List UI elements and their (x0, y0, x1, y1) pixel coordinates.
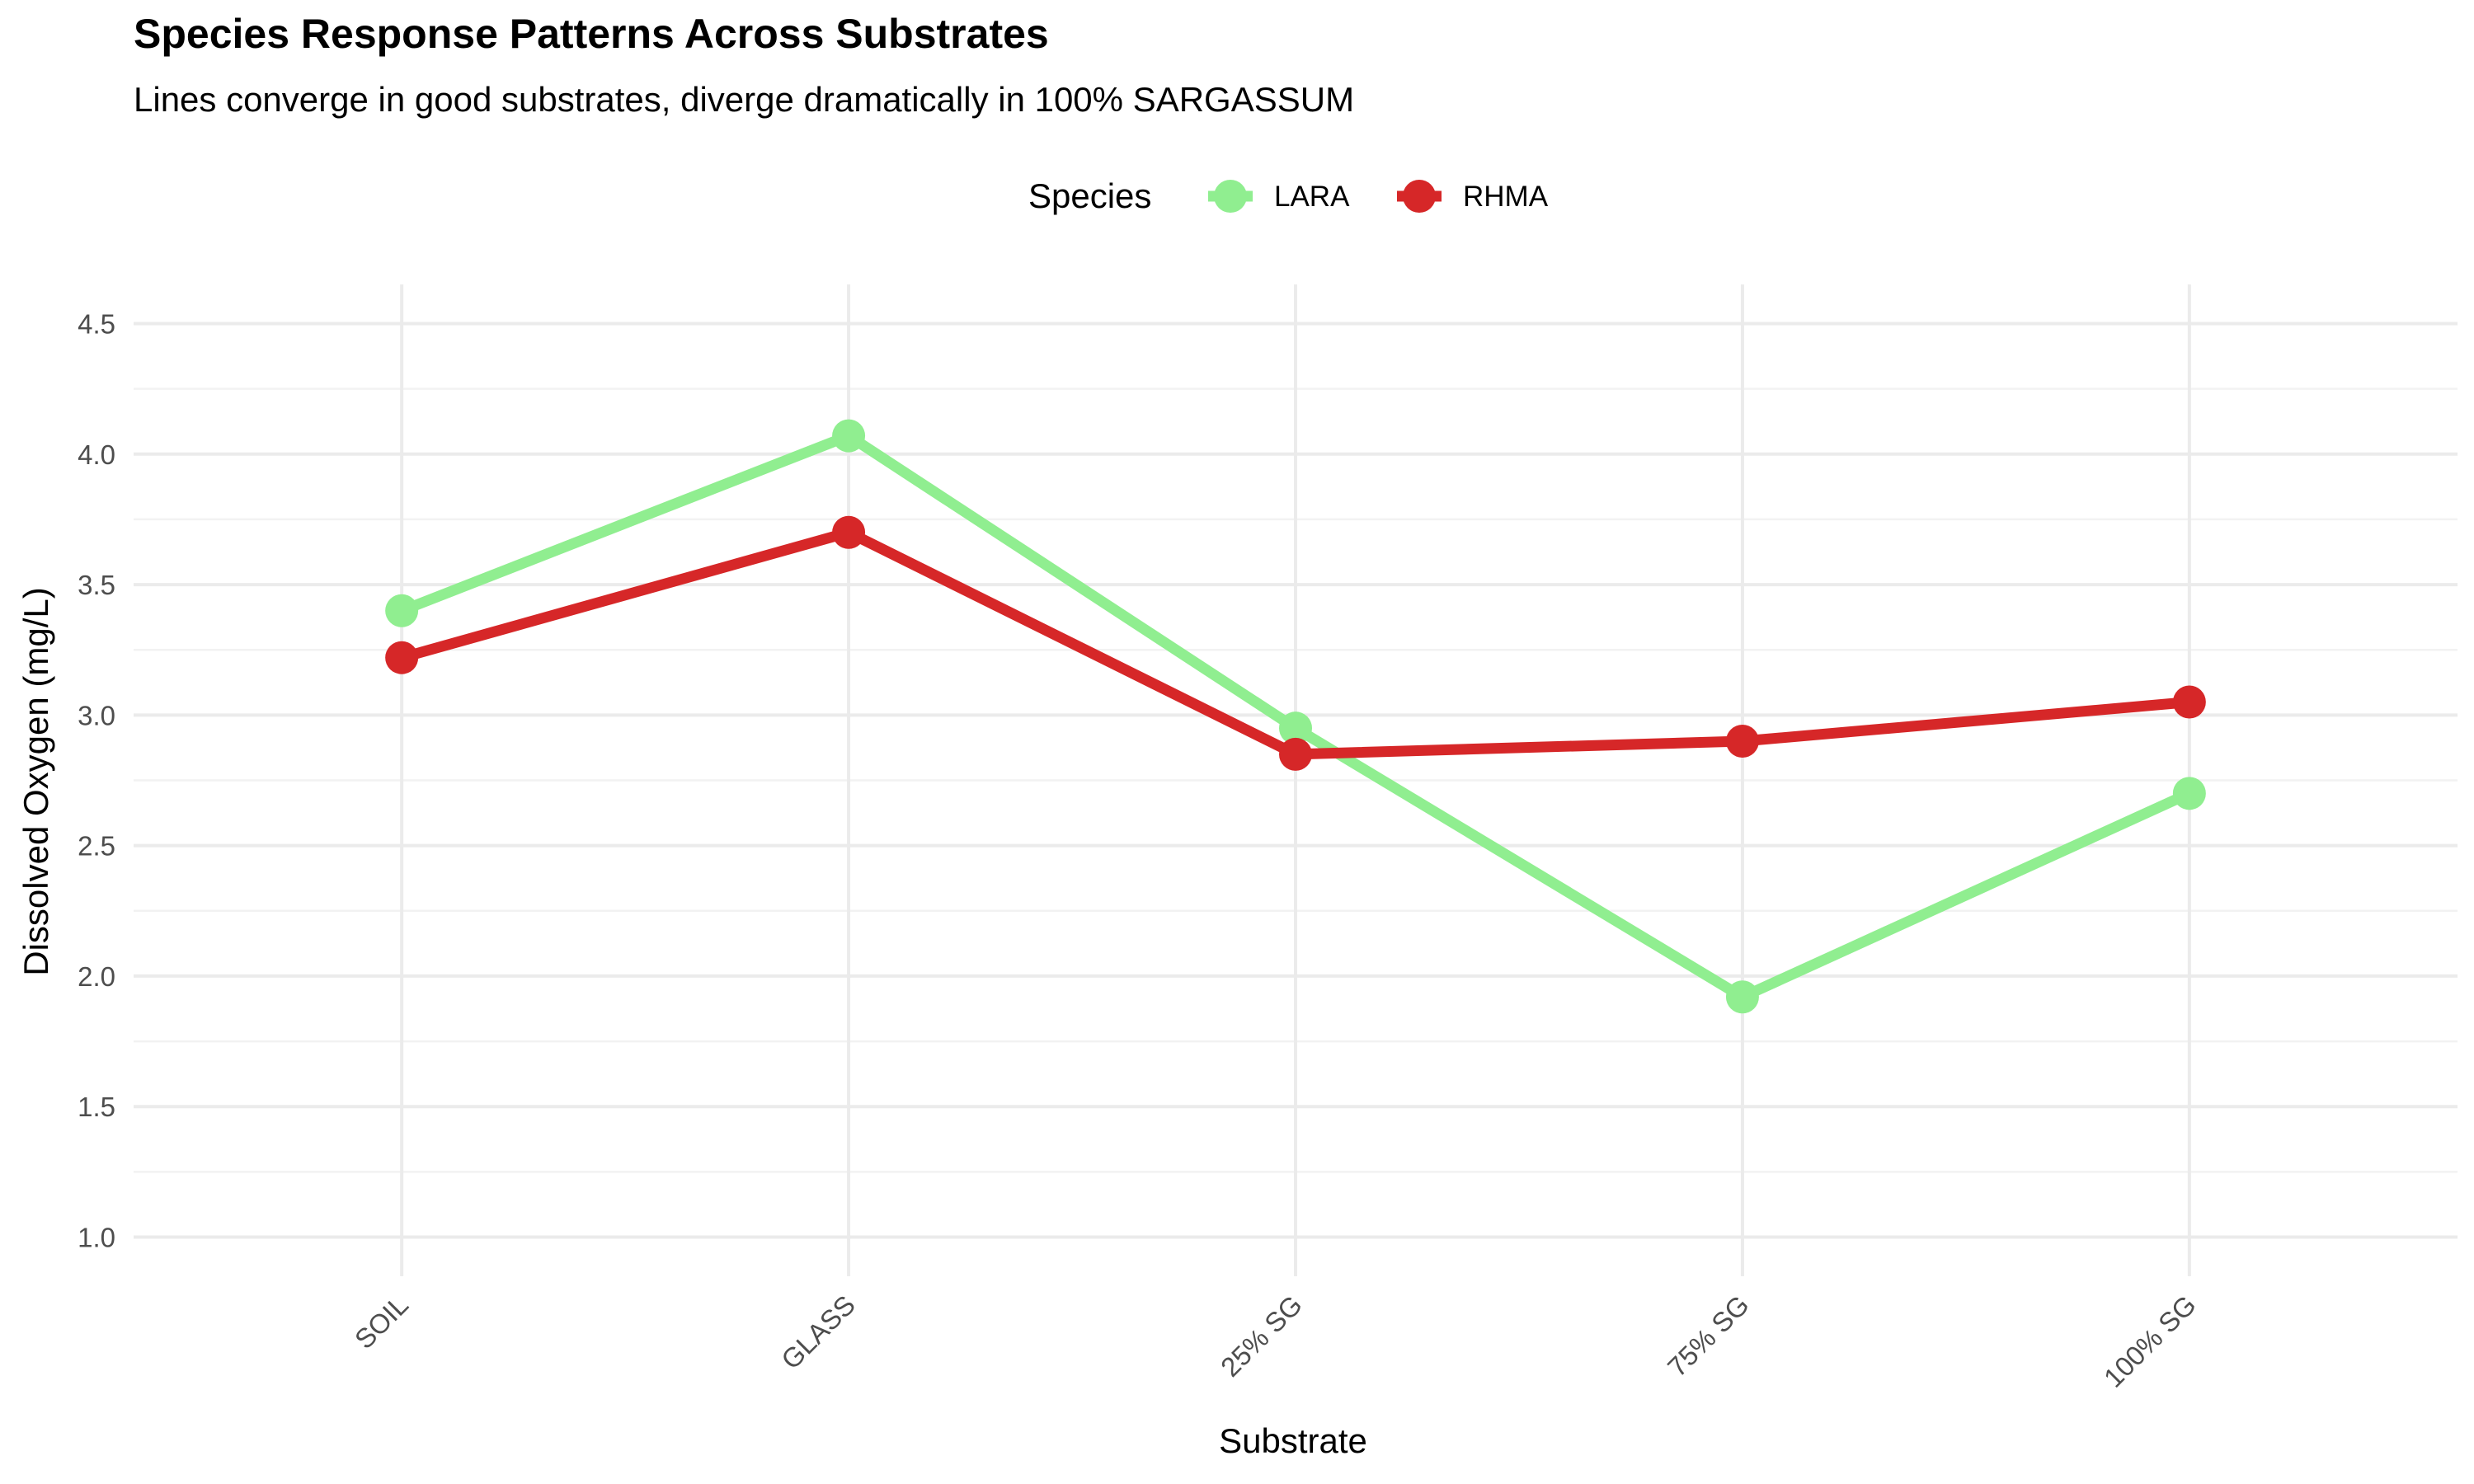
x-tick-label: GLASS (775, 1289, 861, 1375)
chart-subtitle: Lines converge in good substrates, diver… (134, 80, 1354, 119)
x-tick-label: 25% SG (1215, 1289, 1308, 1383)
y-tick-label: 2.0 (78, 961, 115, 992)
y-axis: 1.0 1.5 2.0 2.5 3.0 3.5 4.0 4.5 (78, 308, 115, 1252)
data-point-lara (1725, 980, 1759, 1014)
series-layer (385, 419, 2206, 1014)
y-tick-label: 2.5 (78, 831, 115, 862)
x-axis: SOIL GLASS 25% SG 75% SG 100% SG (349, 1289, 2202, 1393)
y-tick-label: 4.5 (78, 308, 115, 339)
data-point-lara (1279, 711, 1312, 745)
y-tick-label: 4.0 (78, 439, 115, 470)
chart-title: Species Response Patterns Across Substra… (134, 11, 1049, 57)
x-axis-title: Substrate (1219, 1421, 1367, 1460)
data-point-rhma (385, 641, 419, 674)
data-point-rhma (1279, 737, 1312, 771)
x-tick-label: 75% SG (1662, 1289, 1755, 1383)
y-tick-label: 3.0 (78, 700, 115, 730)
legend-title: Species (1028, 176, 1151, 215)
legend: Species LARA RHMA (1028, 176, 1549, 215)
series-rhma (385, 515, 2206, 771)
legend-key-point (1403, 180, 1436, 213)
x-tick-label: 100% SG (2098, 1289, 2202, 1393)
y-tick-label: 3.5 (78, 570, 115, 600)
legend-key-point (1214, 180, 1247, 213)
plot-grid (134, 284, 2458, 1276)
data-point-lara (2172, 777, 2206, 810)
y-axis-title: Dissolved Oxygen (mg/L) (16, 587, 55, 976)
series-lara (385, 419, 2206, 1014)
data-point-lara (832, 419, 866, 453)
data-point-rhma (2172, 685, 2206, 719)
data-point-rhma (1725, 725, 1759, 758)
legend-label: RHMA (1463, 181, 1549, 213)
data-point-rhma (832, 515, 866, 549)
y-tick-label: 1.5 (78, 1092, 115, 1122)
data-point-lara (385, 594, 419, 627)
x-tick-label: SOIL (349, 1289, 414, 1355)
legend-label: LARA (1274, 181, 1350, 213)
y-tick-label: 1.0 (78, 1223, 115, 1253)
